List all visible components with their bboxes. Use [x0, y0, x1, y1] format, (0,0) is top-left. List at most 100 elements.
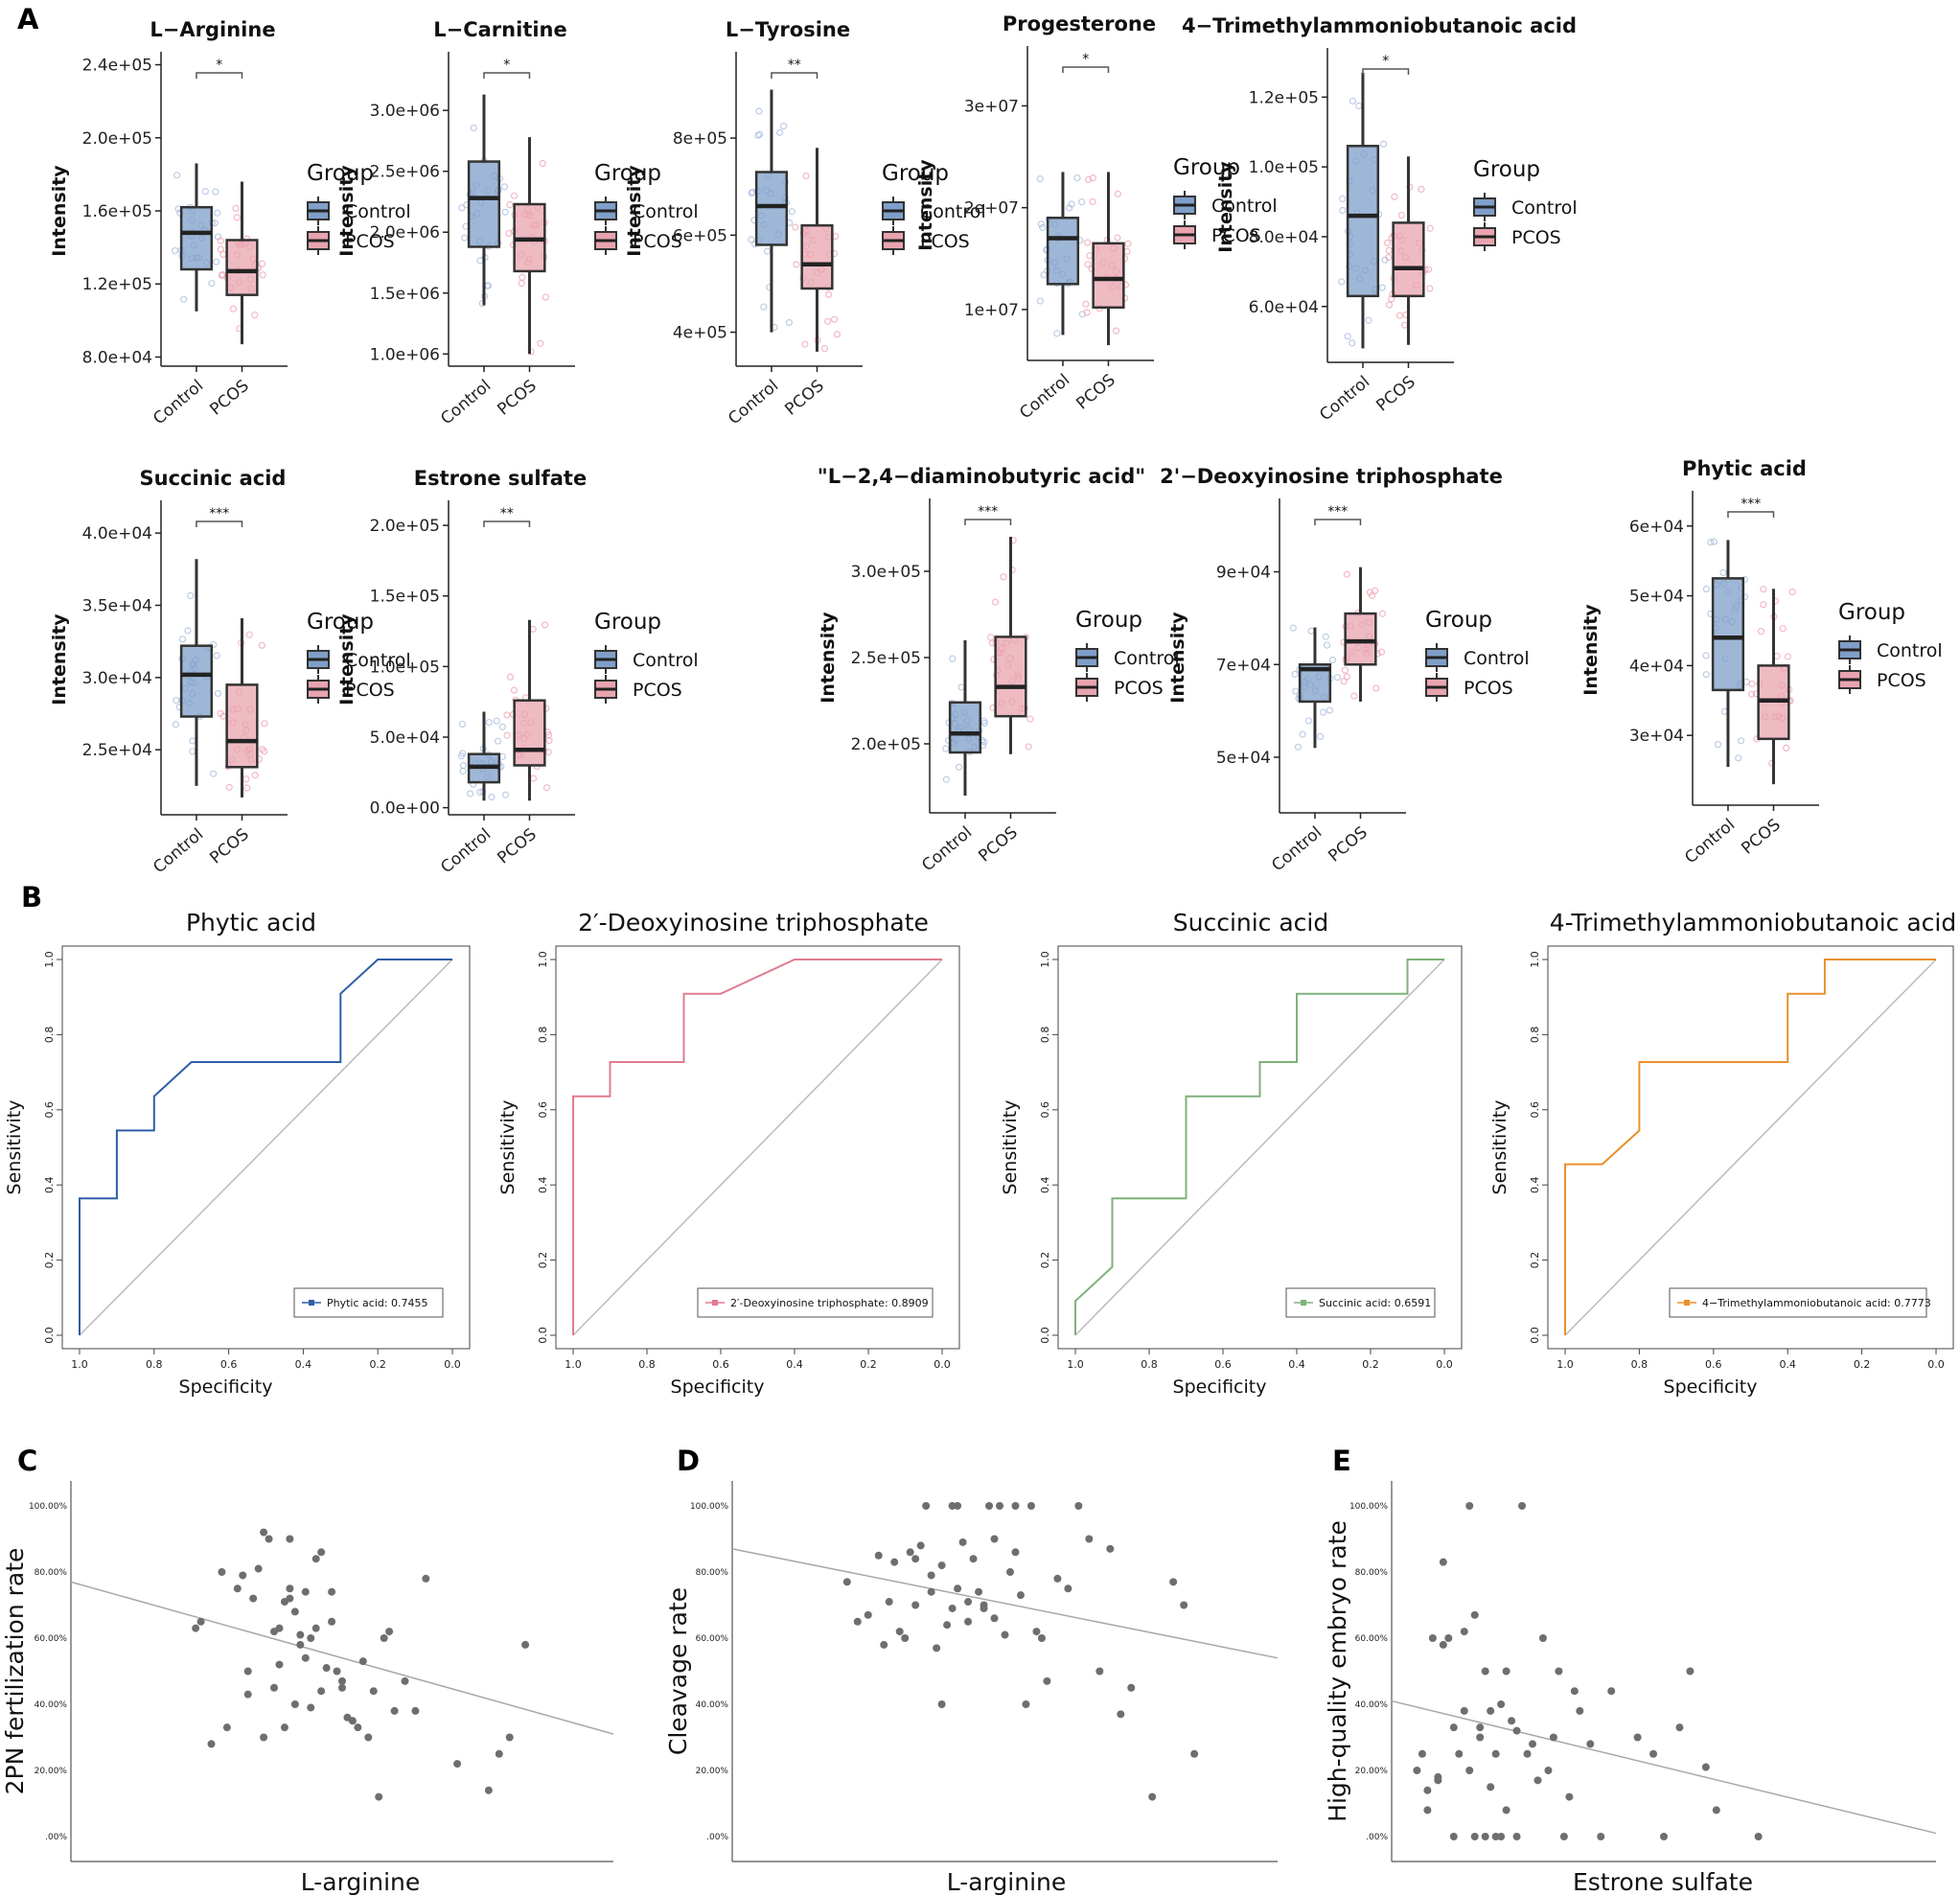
y-tick-label: 8.0e+04	[1249, 228, 1319, 247]
jitter-point	[1065, 204, 1073, 212]
jitter-point	[467, 790, 474, 798]
scatter-point	[1460, 1628, 1468, 1636]
scatter-point	[927, 1587, 935, 1596]
box-control	[172, 163, 222, 312]
jitter-point	[1349, 97, 1357, 105]
scatter-point	[985, 1502, 994, 1510]
jitter-point	[210, 770, 218, 777]
legend-label: PCOS	[345, 680, 395, 701]
y-tick-label: 0.2	[1529, 1252, 1541, 1269]
jitter-point	[785, 318, 793, 327]
scatter-point	[964, 1617, 973, 1626]
scatter-point	[1597, 1833, 1605, 1840]
y-tick-label: 8.0e+04	[82, 348, 152, 367]
roc-legend-marker	[1301, 1300, 1306, 1306]
jitter-point	[955, 763, 963, 771]
scatter-point	[1633, 1733, 1642, 1742]
legend-label: Control	[1511, 197, 1578, 219]
scatter-point	[1037, 1634, 1046, 1642]
scatter-point	[996, 1502, 1004, 1510]
chart-title: 4−Trimethylammoniobutanoic acid	[1182, 14, 1577, 37]
scatter-point	[975, 1587, 983, 1596]
significance-label: *	[1082, 52, 1089, 67]
legend-label: Control	[920, 201, 986, 222]
scatter-point	[192, 1624, 200, 1632]
y-tick-label: 0.4	[537, 1176, 549, 1193]
legend-label: Control	[1211, 196, 1278, 217]
regression-line	[70, 1581, 614, 1735]
legend-label: PCOS	[1511, 227, 1561, 248]
jitter-point	[1084, 175, 1093, 184]
significance-bracket	[483, 72, 531, 79]
significance-label: *	[216, 58, 222, 73]
jitter-point	[1340, 678, 1348, 685]
scatter-point	[1074, 1502, 1083, 1510]
jitter-point	[233, 214, 241, 221]
jitter-point	[1292, 687, 1300, 695]
box-pcos	[792, 148, 841, 353]
chart-title: Succinic acid	[1173, 909, 1329, 936]
legend-title: Group	[594, 161, 661, 186]
scatter-point	[933, 1644, 941, 1653]
box-pcos	[217, 618, 268, 798]
scatter-point	[1449, 1723, 1458, 1732]
y-tick-label: 40.00%	[35, 1700, 68, 1710]
y-tick-label: 4.0e+04	[82, 524, 152, 543]
scatter-point	[301, 1587, 310, 1596]
scatter-point	[286, 1535, 294, 1543]
jitter-point	[755, 107, 763, 115]
jitter-point	[217, 237, 224, 244]
jitter-point	[1397, 211, 1405, 220]
jitter-point	[213, 258, 220, 266]
box-iqr	[467, 160, 501, 248]
y-tick-label: 2.0e+05	[851, 735, 921, 754]
scatter-point	[1512, 1726, 1521, 1735]
jitter-point	[1036, 175, 1044, 183]
jitter-point	[1784, 653, 1791, 660]
roc-curve	[1074, 959, 1444, 1335]
jitter-point	[1304, 717, 1312, 725]
box-iqr	[225, 683, 259, 769]
y-axis-label: Sensitivity	[497, 1100, 519, 1195]
jitter-point	[1039, 223, 1047, 231]
y-tick-label: 2.0e+06	[370, 223, 440, 243]
y-tick-label: 0.8	[1529, 1027, 1541, 1044]
jitter-point	[1385, 301, 1394, 309]
scatter-point	[270, 1683, 279, 1692]
jitter-point	[545, 737, 553, 745]
y-tick-label: 0.6	[1529, 1101, 1541, 1119]
scatter-point	[885, 1598, 893, 1607]
y-tick-label: 1.2e+05	[82, 275, 152, 294]
jitter-point	[172, 721, 179, 728]
jitter-point	[251, 312, 259, 319]
y-tick-label: 20.00%	[35, 1767, 68, 1776]
box-control	[172, 559, 222, 786]
scatter-point	[1465, 1502, 1474, 1510]
scatter-point	[954, 1502, 962, 1510]
jitter-point	[1089, 197, 1096, 206]
jitter-point	[461, 234, 469, 242]
scatter-point	[1502, 1667, 1510, 1676]
y-tick-label: 2.5e+06	[370, 163, 440, 182]
scatter-point	[1022, 1700, 1030, 1708]
box-control	[1289, 624, 1342, 751]
scatter-point	[1439, 1640, 1447, 1649]
roc-legend-label: Succinic acid: 0.6591	[1319, 1297, 1431, 1309]
jitter-point	[824, 290, 833, 298]
jitter-point	[820, 344, 829, 353]
scatter-point	[969, 1555, 978, 1563]
chart-title: Progesterone	[1003, 12, 1156, 35]
y-tick-label: 60.00%	[1355, 1634, 1389, 1644]
jitter-point	[539, 159, 546, 168]
x-axis-label: Estrone sulfate	[1573, 1868, 1753, 1896]
jitter-point	[458, 720, 467, 728]
scatter-point	[1502, 1806, 1510, 1815]
jitter-point	[1378, 284, 1386, 291]
jitter-point	[178, 636, 187, 643]
significance-bracket	[771, 72, 819, 79]
y-tick-label: 0.2	[43, 1252, 56, 1269]
jitter-point	[229, 305, 238, 312]
box-pcos	[1383, 156, 1434, 345]
jitter-point	[459, 762, 467, 770]
plot-frame	[1057, 945, 1463, 1350]
